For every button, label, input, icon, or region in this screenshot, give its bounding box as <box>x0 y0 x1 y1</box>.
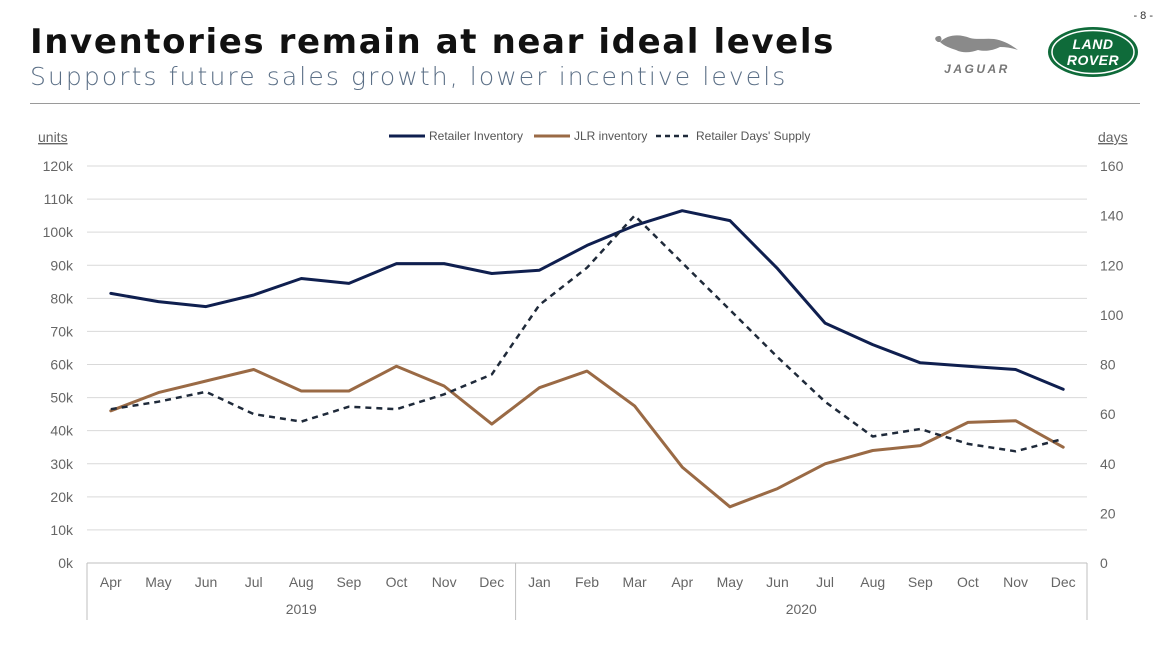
x-tick-label: Sep <box>336 574 361 590</box>
legend-label: Retailer Inventory <box>429 129 523 143</box>
x-tick-label: Jun <box>766 574 789 590</box>
left-tick-label: 50k <box>50 390 74 406</box>
left-tick-label: 100k <box>43 224 74 240</box>
x-tick-label: Apr <box>671 574 693 590</box>
year-group-label: 2020 <box>786 601 817 617</box>
left-axis-title: units <box>38 129 68 145</box>
right-tick-label: 80 <box>1100 357 1116 373</box>
left-tick-label: 60k <box>50 357 74 373</box>
series-line-retailer-inventory <box>109 209 1065 391</box>
page-number: - 8 - <box>1133 10 1153 22</box>
x-tick-label: Nov <box>432 574 457 590</box>
year-group-label: 2019 <box>286 601 317 617</box>
jaguar-wordmark: JAGUAR <box>944 62 1010 76</box>
x-tick-label: May <box>717 574 743 590</box>
right-tick-label: 40 <box>1100 456 1116 472</box>
x-tick-label: Jun <box>195 574 218 590</box>
left-tick-label: 120k <box>43 158 74 174</box>
slide-subtitle: Supports future sales growth, lower ince… <box>30 62 788 91</box>
right-tick-label: 160 <box>1100 158 1124 174</box>
right-tick-label: 20 <box>1100 505 1116 521</box>
x-tick-label: Dec <box>1051 574 1076 590</box>
title-divider <box>30 103 1140 104</box>
left-tick-label: 70k <box>50 323 74 339</box>
x-tick-label: Sep <box>908 574 933 590</box>
x-tick-label: Oct <box>386 574 408 590</box>
x-tick-label: Jan <box>528 574 551 590</box>
left-tick-label: 10k <box>50 522 74 538</box>
land-rover-logo: LAND ROVER <box>1047 26 1139 78</box>
x-tick-label: Jul <box>816 574 834 590</box>
x-tick-label: Mar <box>623 574 647 590</box>
x-tick-label: Jul <box>245 574 263 590</box>
left-tick-label: 0k <box>58 555 74 571</box>
legend-label: Retailer Days' Supply <box>696 129 810 143</box>
land-rover-oval-icon <box>1048 27 1138 77</box>
x-tick-label: May <box>145 574 171 590</box>
left-tick-label: 80k <box>50 290 74 306</box>
series-line-retailer-days-supply <box>110 214 1064 453</box>
x-tick-label: Dec <box>479 574 504 590</box>
left-tick-label: 110k <box>44 191 74 207</box>
right-tick-label: 100 <box>1100 307 1124 323</box>
legend-label: JLR inventory <box>574 129 647 143</box>
left-tick-label: 30k <box>50 456 74 472</box>
land-rover-text-line1: LAND <box>1072 36 1114 52</box>
x-tick-label: Apr <box>100 574 122 590</box>
right-tick-label: 140 <box>1100 208 1124 224</box>
x-tick-label: Aug <box>860 574 885 590</box>
x-tick-label: Oct <box>957 574 979 590</box>
left-tick-label: 40k <box>50 423 74 439</box>
land-rover-text-line2: ROVER <box>1066 52 1120 68</box>
right-tick-label: 120 <box>1100 257 1124 273</box>
right-tick-label: 0 <box>1100 555 1108 571</box>
x-tick-label: Feb <box>575 574 599 590</box>
jaguar-logo: JAGUAR <box>928 28 1026 78</box>
x-tick-label: Nov <box>1003 574 1028 590</box>
jaguar-leaper-icon <box>935 35 1018 53</box>
slide-title: Inventories remain at near ideal levels <box>30 22 835 62</box>
right-axis-title: days <box>1098 129 1128 145</box>
series-line-jlr-inventory <box>109 364 1065 509</box>
left-tick-label: 20k <box>50 489 74 505</box>
x-tick-label: Aug <box>289 574 314 590</box>
right-tick-label: 60 <box>1100 406 1116 422</box>
left-tick-label: 90k <box>50 257 74 273</box>
